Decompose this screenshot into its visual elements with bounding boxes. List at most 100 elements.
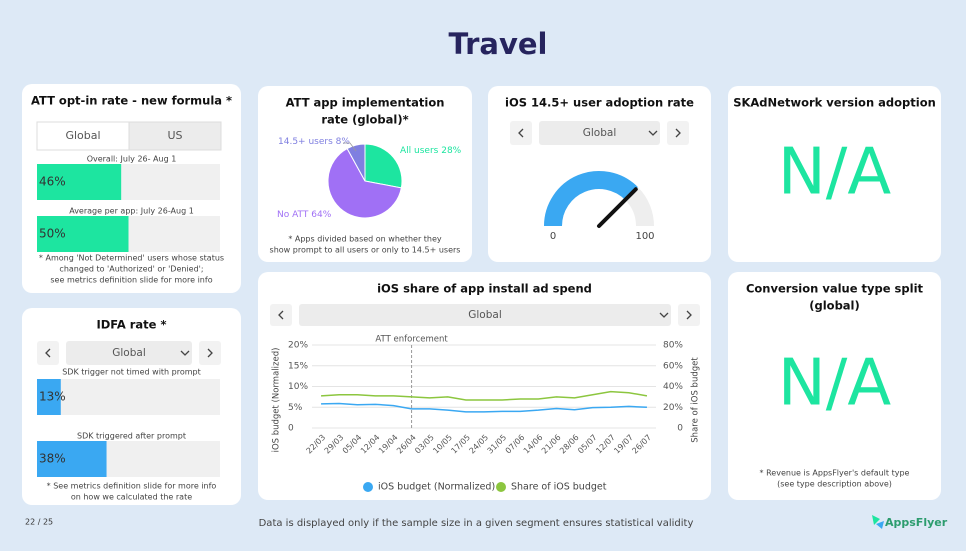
- footnote: (see type description above): [777, 480, 892, 489]
- select-value: Global: [112, 347, 146, 359]
- card: [728, 272, 941, 500]
- footnote: * Apps divided based on whether they: [288, 235, 442, 244]
- y-tick-label: 40%: [663, 382, 683, 392]
- bar-value-label: 50%: [39, 227, 66, 241]
- y-tick-label: 0: [677, 424, 683, 434]
- prev-icon: [518, 128, 524, 138]
- card-title: rate (global)*: [321, 113, 408, 127]
- select-chevron: [659, 312, 669, 318]
- pie-label-name: 14.5+ users: [278, 137, 333, 147]
- gauge-needle: [597, 187, 638, 228]
- pie-label-value: 28%: [441, 146, 461, 156]
- bar-value-label: 46%: [39, 175, 66, 189]
- card-title: iOS 14.5+ user adoption rate: [505, 96, 694, 110]
- select-box[interactable]: [299, 304, 671, 326]
- y-tick-label: 60%: [663, 361, 683, 371]
- next-icon: [686, 310, 692, 320]
- dropdown-group: Global: [270, 304, 700, 326]
- select-chevron: [648, 130, 658, 136]
- pie-label: 14.5+ users 8%: [278, 137, 350, 147]
- logo-icon: [872, 515, 884, 529]
- logo: AppsFlyer: [885, 516, 948, 529]
- prev-icon: [45, 348, 51, 358]
- next-button[interactable]: [678, 304, 700, 326]
- tab[interactable]: [128, 121, 222, 151]
- pie-leader: [343, 142, 357, 152]
- bar-value-label: 38%: [39, 452, 66, 466]
- footnote: changed to 'Authorized' or 'Denied';: [59, 265, 203, 274]
- pie-slice: [346, 143, 366, 182]
- bar-category: Overall: July 26- Aug 1: [87, 155, 177, 164]
- series-line: [321, 402, 647, 413]
- footnote: * See metrics definition slide for more …: [47, 482, 217, 491]
- slide-title: Travel: [449, 27, 548, 61]
- bar: [37, 164, 122, 200]
- tab-label: US: [167, 129, 182, 142]
- bar-category: SDK triggered after prompt: [77, 432, 186, 441]
- footnote: * Revenue is AppsFlyer's default type: [760, 469, 910, 478]
- pie-slice: [327, 147, 402, 219]
- prev-button[interactable]: [270, 304, 292, 326]
- y-tick-label: 0: [288, 424, 294, 434]
- card-title: ATT opt-in rate - new formula *: [31, 94, 232, 108]
- bar: [37, 216, 129, 252]
- prev-button[interactable]: [37, 341, 59, 365]
- select-box[interactable]: [66, 341, 192, 365]
- dropdown-group: Global: [37, 341, 221, 365]
- bar: [37, 379, 61, 415]
- card-title: (global): [809, 299, 860, 313]
- annotation-text: ATT enforcement: [375, 335, 448, 345]
- prev-button[interactable]: [510, 121, 532, 145]
- card-title: iOS share of app install ad spend: [377, 282, 592, 296]
- pie-label-value: 64%: [311, 210, 331, 220]
- footer-note: Data is displayed only if the sample siz…: [259, 518, 694, 529]
- gauge-tick-label: 100: [635, 231, 654, 242]
- pie-label-name: No ATT: [277, 210, 309, 220]
- y2-axis-label: Share of iOS budget: [691, 357, 701, 443]
- tab-label: Global: [65, 129, 100, 142]
- pie-label: No ATT 64%: [277, 210, 332, 220]
- prev-icon: [278, 310, 284, 320]
- legend-marker: [363, 482, 373, 492]
- y-tick-label: 20%: [288, 341, 308, 351]
- y-tick-label: 80%: [663, 341, 683, 351]
- next-button[interactable]: [667, 121, 689, 145]
- legend-marker: [496, 482, 506, 492]
- pie-label-name: All users: [400, 146, 439, 156]
- bar: [37, 441, 107, 477]
- pie-label: All users 28%: [400, 146, 462, 156]
- next-button[interactable]: [199, 341, 221, 365]
- series-line: [321, 390, 648, 401]
- next-icon: [207, 348, 213, 358]
- card-title: IDFA rate *: [96, 318, 166, 332]
- card-title: Conversion value type split: [746, 282, 924, 296]
- bar-category: Average per app: July 26-Aug 1: [69, 207, 194, 216]
- select-box[interactable]: [539, 121, 660, 145]
- footnote: on how we calculated the rate: [71, 493, 192, 502]
- y-tick-label: 5%: [288, 403, 303, 413]
- select-chevron: [180, 350, 190, 356]
- page-number: 22 / 25: [25, 518, 53, 527]
- bar-value-label: 13%: [39, 390, 66, 404]
- select-value: Global: [583, 127, 617, 139]
- bar-category: SDK trigger not timed with prompt: [62, 368, 201, 377]
- y-axis-label: iOS budget (Normalized): [272, 348, 282, 453]
- gauge-fill: [544, 171, 638, 227]
- next-icon: [675, 128, 681, 138]
- card: [728, 86, 941, 262]
- na-value: N/A: [778, 136, 891, 210]
- dropdown-group: Global: [510, 121, 689, 145]
- legend-label: Share of iOS budget: [511, 482, 607, 493]
- select-value: Global: [468, 309, 502, 321]
- footnote: * Among 'Not Determined' users whose sta…: [39, 254, 224, 263]
- card-title: ATT app implementation: [286, 96, 445, 110]
- pie-label-value: 8%: [336, 137, 351, 147]
- gauge-tick-label: 0: [550, 231, 556, 242]
- legend-label: iOS budget (Normalized): [378, 482, 495, 493]
- card-title: SKAdNetwork version adoption: [733, 96, 936, 110]
- y-tick-label: 20%: [663, 403, 683, 413]
- pie-slice: [364, 143, 403, 189]
- y-tick-label: 15%: [288, 361, 308, 371]
